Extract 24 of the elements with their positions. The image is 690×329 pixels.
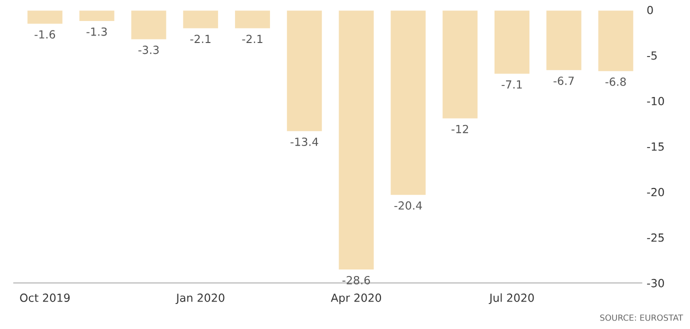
x-tick-label: Apr 2020 [330,294,382,304]
data-label: -12 [452,124,468,134]
data-label: -13.4 [290,138,318,146]
data-label: -28.6 [342,276,370,284]
y-tick-label: -5 [647,52,657,60]
y-tick-label: -10 [647,96,664,106]
y-tick-label: -25 [647,233,664,242]
y-tick-label: -30 [647,278,664,288]
data-label: -20.4 [394,201,422,210]
data-label: -3.3 [138,46,159,54]
x-tick-label: Oct 2019 [20,294,70,302]
y-tick-label: -20 [647,188,664,196]
data-label: -2.1 [242,34,262,43]
data-label: -6.7 [554,76,574,86]
data-label: -7.1 [502,80,522,88]
x-tick-label: Jul 2020 [488,293,534,304]
data-label: -6.8 [605,78,626,86]
x-tick-label: Jan 2020 [176,294,224,304]
data-label: -1.6 [34,30,56,39]
source-note: SOURCE: EUROSTAT [600,314,684,321]
y-tick-label: 0 [647,6,653,14]
data-label: -1.3 [86,27,107,36]
data-label: -2.1 [190,34,210,43]
y-tick-label: -15 [647,142,664,151]
